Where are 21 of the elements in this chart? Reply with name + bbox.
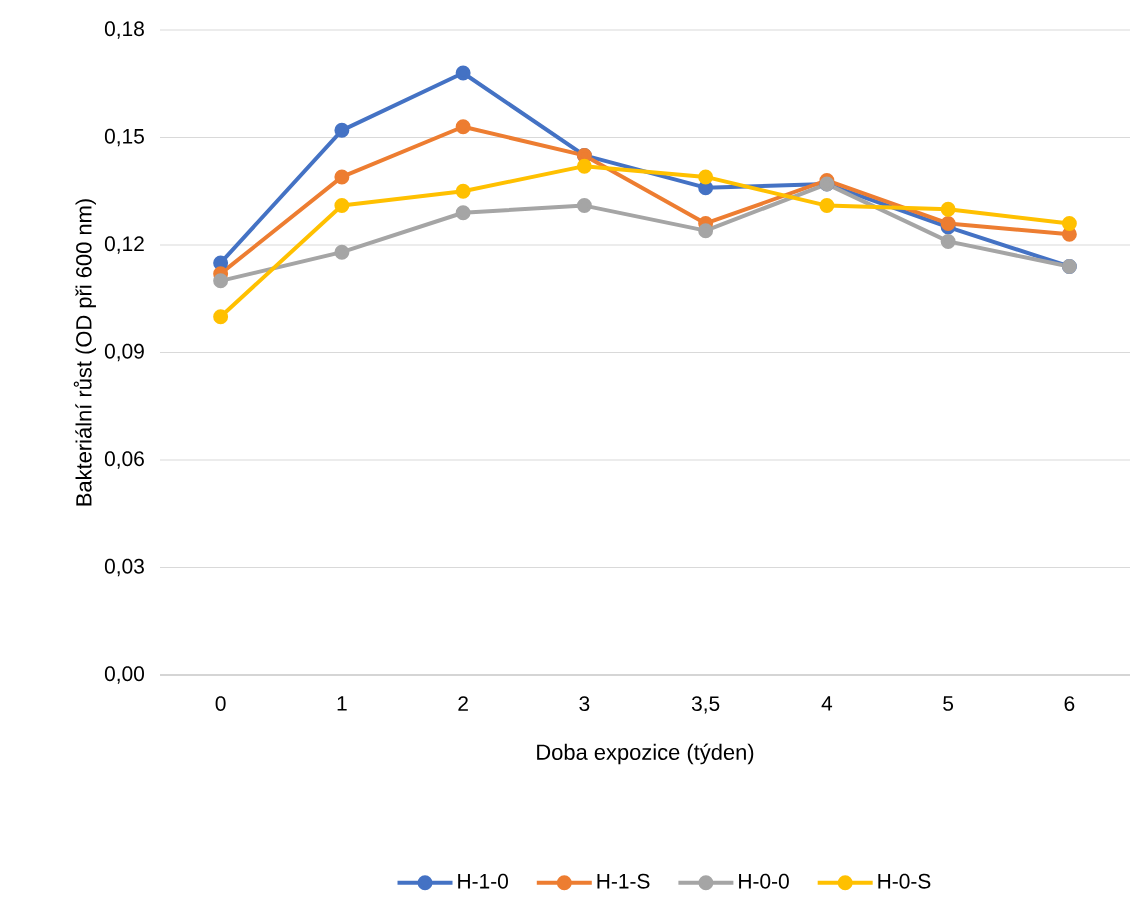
x-tick-label: 0 [215, 696, 226, 711]
y-tick-label: 0,06 [104, 451, 144, 469]
legend-label: H-0-0 [739, 873, 789, 889]
y-tick-label: 0,15 [104, 128, 144, 147]
x-tick-label: 2 [458, 696, 468, 711]
y-tick-label: 0,18 [104, 21, 144, 39]
x-tick-label: 3,5 [691, 696, 720, 714]
x-tick-label: 1 [337, 696, 347, 711]
x-axis-title: Doba expozice (týden) [537, 743, 754, 765]
x-tick-label: 5 [943, 696, 954, 711]
legend-label: H-1-S [597, 873, 650, 889]
legend-label: H-1-0 [458, 873, 508, 889]
y-tick-label: 0,09 [104, 343, 144, 362]
y-axis-title: Bakteriální růst (OD při 600 nm) [73, 199, 96, 506]
x-tick-label: 4 [821, 696, 833, 711]
legend-label: H-0-S [878, 873, 931, 889]
y-tick-label: 0,00 [104, 666, 144, 684]
x-tick-label: 3 [579, 696, 590, 711]
x-tick-label: 6 [1064, 696, 1075, 711]
y-tick-label: 0,03 [104, 558, 144, 577]
y-tick-label: 0,12 [104, 236, 144, 254]
